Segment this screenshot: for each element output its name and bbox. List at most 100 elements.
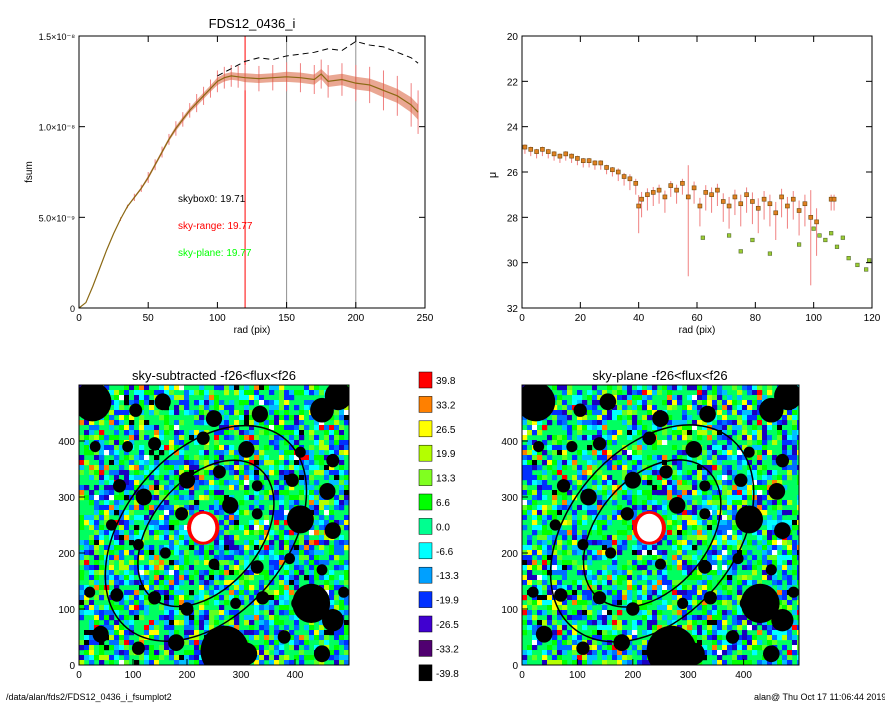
image-pixel <box>772 500 778 506</box>
image-pixel <box>767 455 773 461</box>
image-pixel <box>687 605 693 611</box>
image-pixel <box>602 430 608 436</box>
image-pixel <box>782 565 788 571</box>
image-pixel <box>622 470 628 476</box>
image-pixel <box>144 405 150 411</box>
image-pixel <box>682 425 688 431</box>
image-pixel <box>169 605 175 611</box>
image-pixel <box>179 450 185 456</box>
image-pixel <box>692 400 698 406</box>
image-pixel <box>144 530 150 536</box>
image-pixel <box>249 410 255 416</box>
image-pixel <box>617 450 623 456</box>
image-pixel <box>552 600 558 606</box>
image-pixel <box>777 500 783 506</box>
image-pixel <box>657 450 663 456</box>
image-pixel <box>737 620 743 626</box>
image-pixel <box>89 510 95 516</box>
mu-point <box>773 210 779 216</box>
image-pixel <box>189 545 195 551</box>
image-pixel <box>139 595 145 601</box>
image-pixel <box>109 640 115 646</box>
image-pixel <box>164 510 170 516</box>
image-pixel <box>329 575 335 581</box>
image-pixel <box>344 600 349 606</box>
image-pixel <box>109 655 115 661</box>
image-pixel <box>747 570 753 576</box>
image-pixel <box>762 480 768 486</box>
image-pixel <box>562 510 568 516</box>
image-pixel <box>567 490 573 496</box>
image-pixel <box>562 400 568 406</box>
image-pixel <box>557 585 563 591</box>
image-pixel <box>299 575 305 581</box>
image-pixel <box>174 405 180 411</box>
image-pixel <box>637 610 643 616</box>
image-pixel <box>642 415 648 421</box>
image-pixel <box>737 610 743 616</box>
image-pixel <box>179 560 185 566</box>
isophote-ellipse <box>104 424 308 642</box>
image-pixel <box>214 575 220 581</box>
image-pixel <box>334 550 340 556</box>
image-pixel <box>314 440 320 446</box>
image-pixel <box>94 560 100 566</box>
image-pixel <box>687 535 693 541</box>
image-pixel <box>562 635 568 641</box>
image-pixel <box>762 435 768 441</box>
image-pixel <box>567 390 573 396</box>
image-pixel <box>134 470 140 476</box>
image-pixel <box>124 480 130 486</box>
image-pixel <box>582 600 588 606</box>
image-pixel <box>264 430 270 436</box>
image-pixel <box>209 615 215 621</box>
mu-sky-plane-point <box>855 262 860 268</box>
image-pixel <box>174 500 180 506</box>
masked-source <box>324 522 341 539</box>
image-pixel <box>269 515 275 521</box>
image-pixel <box>792 445 798 451</box>
image-pixel <box>797 480 799 486</box>
image-pixel <box>144 455 150 461</box>
image-pixel <box>647 595 653 601</box>
image-pixel <box>782 595 788 601</box>
image-pixel <box>129 480 135 486</box>
image-pixel <box>787 445 793 451</box>
image-pixel <box>124 570 130 576</box>
image-pixel <box>144 610 150 616</box>
image-pixel <box>702 555 708 561</box>
image-pixel <box>139 450 145 456</box>
image-pixel <box>752 530 758 536</box>
image-pixel <box>114 465 120 471</box>
mu-sky-plane-point <box>864 267 869 272</box>
image-pixel <box>234 550 240 556</box>
image-pixel <box>592 465 598 471</box>
image-pixel <box>537 595 543 601</box>
image-pixel <box>552 545 558 551</box>
image-pixel <box>229 590 235 596</box>
image-pixel <box>707 550 713 556</box>
image-pixel <box>737 385 743 391</box>
image-pixel <box>239 400 245 406</box>
image-pixel <box>159 565 165 571</box>
image-pixel <box>737 575 743 581</box>
image-pixel <box>289 430 295 436</box>
image-pixel <box>797 500 799 506</box>
image-pixel <box>204 400 210 406</box>
image-pixel <box>597 500 603 506</box>
image-pixel <box>737 450 743 456</box>
image-pixel <box>169 445 175 451</box>
image-pixel <box>84 650 90 656</box>
image-pixel <box>792 570 798 576</box>
image-pixel <box>642 395 648 401</box>
image-pixel <box>169 545 175 551</box>
image-pixel <box>752 620 758 626</box>
image-pixel <box>522 580 528 586</box>
image-pixel <box>712 545 718 551</box>
image-pixel <box>542 540 548 546</box>
image-pixel <box>532 520 538 526</box>
image-pixel <box>597 620 603 626</box>
image-pixel <box>522 460 528 466</box>
image-pixel <box>314 555 320 561</box>
image-pixel <box>84 555 90 561</box>
